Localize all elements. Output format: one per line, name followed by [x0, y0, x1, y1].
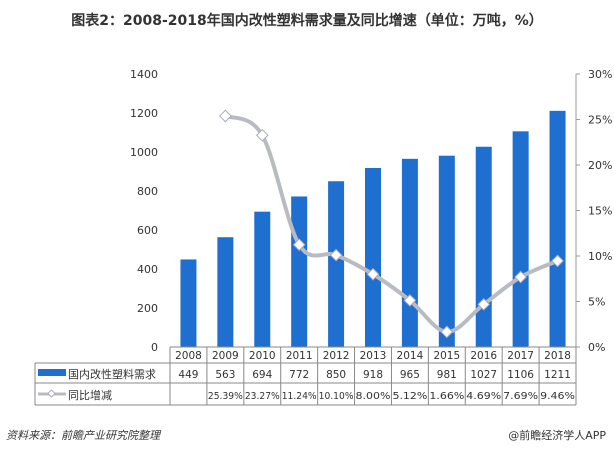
left-axis-tick-label: 600 [137, 224, 158, 237]
bar-data-label: 1211 [544, 369, 571, 381]
growth-marker [218, 109, 232, 123]
line-data-label: 8.00% [356, 391, 391, 402]
bar-data-label: 449 [178, 369, 198, 381]
left-axis-tick-label: 1400 [130, 68, 158, 81]
growth-marker [366, 267, 380, 281]
bar-data-label: 1027 [470, 369, 497, 381]
x-tick-label: 2018 [544, 350, 571, 362]
growth-marker [292, 238, 306, 252]
growth-marker [440, 325, 454, 339]
x-tick-label: 2013 [360, 350, 387, 362]
left-axis-tick-label: 400 [137, 263, 158, 276]
growth-marker [514, 270, 528, 284]
x-tick-label: 2010 [249, 350, 276, 362]
growth-marker [329, 248, 343, 262]
x-tick-label: 2015 [433, 350, 460, 362]
line-data-label: 5.12% [392, 391, 427, 402]
x-tick-label: 2008 [175, 350, 202, 362]
right-axis-tick-label: 0% [588, 341, 605, 354]
source-note: 资料来源：前瞻产业研究院整理 [6, 429, 160, 442]
growth-line [223, 113, 560, 334]
growth-marker [255, 128, 269, 142]
bar-data-label: 850 [326, 369, 346, 381]
x-tick-label: 2016 [470, 350, 497, 362]
bar-data-label: 965 [400, 369, 420, 381]
line-data-label: 25.39% [208, 391, 243, 402]
bar-2015 [438, 155, 455, 347]
bar-2012 [328, 181, 345, 347]
bar-data-label: 981 [437, 369, 457, 381]
line-data-label: 23.27% [245, 391, 280, 402]
growth-marker [551, 254, 564, 268]
bar-data-label: 918 [363, 369, 383, 381]
bar-2009 [217, 237, 234, 347]
left-axis-tick-label: 800 [137, 185, 158, 198]
line-data-label: 7.69% [503, 391, 538, 402]
bar-2017 [512, 131, 529, 347]
bar-2013 [365, 167, 381, 347]
bar-data-label: 563 [215, 369, 235, 381]
right-axis-tick-label: 30% [588, 68, 612, 81]
bar-data-label: 1106 [507, 369, 534, 381]
legend-line-label: 同比增减 [68, 388, 112, 402]
right-axis-tick-label: 20% [588, 159, 612, 172]
line-data-label: 4.69% [466, 391, 501, 402]
bar-2010 [254, 211, 271, 347]
line-data-label: 9.46% [540, 391, 575, 402]
x-tick-label: 2012 [323, 350, 350, 362]
bar-2008 [180, 259, 197, 347]
x-tick-label: 2014 [397, 350, 424, 362]
legend-bar-swatch [38, 369, 66, 376]
right-axis-tick-label: 25% [588, 114, 612, 127]
left-axis-tick-label: 0 [151, 341, 158, 354]
x-tick-label: 2009 [212, 350, 239, 362]
bar-2011 [291, 196, 308, 347]
bar-2016 [475, 146, 492, 347]
legend-line-marker [47, 389, 56, 398]
bar-2018 [549, 110, 566, 347]
left-axis-tick-label: 200 [137, 302, 158, 315]
x-tick-label: 2017 [507, 350, 534, 362]
growth-marker [403, 294, 417, 307]
growth-marker [477, 297, 491, 311]
right-axis-tick-label: 5% [588, 296, 605, 309]
credit: @前瞻经济学人APP [508, 429, 606, 442]
bar-data-label: 772 [289, 369, 309, 381]
bar-2014 [401, 158, 418, 347]
right-axis-tick-label: 15% [588, 205, 612, 218]
right-axis-tick-label: 10% [588, 250, 612, 263]
chart-title: 图表2：2008-2018年国内改性塑料需求量及同比增速（单位：万吨，%） [71, 13, 543, 29]
left-axis-tick-label: 1000 [130, 146, 158, 159]
line-data-label: 11.24% [282, 391, 317, 402]
line-data-label: 10.10% [319, 391, 354, 402]
left-axis-tick-label: 1200 [130, 107, 158, 120]
x-tick-label: 2011 [286, 350, 313, 362]
legend-bar-label: 国内改性塑料需求 [68, 367, 156, 381]
bar-data-label: 694 [252, 369, 272, 381]
line-data-label: 1.66% [429, 391, 464, 402]
